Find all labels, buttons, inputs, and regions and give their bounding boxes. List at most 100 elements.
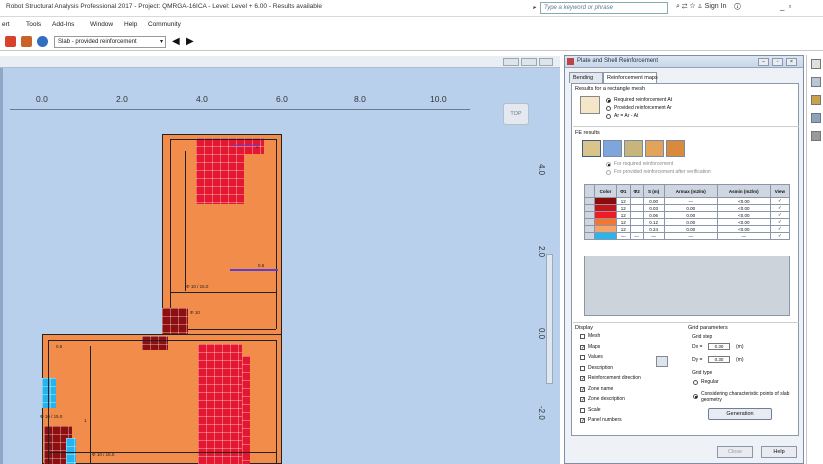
- display-checkbox[interactable]: ✓: [580, 397, 586, 403]
- grid-dx-unit: (m): [736, 344, 744, 350]
- table-row[interactable]: 12 0.00— <0.00 ✓: [584, 197, 791, 205]
- display-checkbox[interactable]: [580, 355, 585, 360]
- display-checkbox[interactable]: [580, 334, 585, 339]
- sign-in-link[interactable]: Sign In: [704, 3, 727, 10]
- color-swatch[interactable]: [595, 212, 616, 218]
- viewport-control-2[interactable]: [521, 58, 537, 66]
- view-checkbox[interactable]: ✓: [769, 204, 791, 212]
- display-option-label: Reinforcement direction: [588, 375, 641, 381]
- minimize-icon[interactable]: _: [780, 2, 789, 11]
- menu-item-help[interactable]: Help: [124, 21, 138, 28]
- view-cube[interactable]: TOP: [503, 103, 529, 125]
- display-checkbox[interactable]: ✓: [580, 376, 586, 382]
- display-checkbox[interactable]: [580, 365, 585, 371]
- radio-grid-characteristic[interactable]: [693, 394, 698, 399]
- tool-icon[interactable]: [811, 95, 821, 105]
- grid-dy-input[interactable]: 0.30: [708, 356, 730, 363]
- table-row[interactable]: 12 0.06 0.00 <0.00 ✓: [584, 211, 791, 219]
- table-row[interactable]: — — — — — ✓: [584, 232, 791, 240]
- table-row[interactable]: 12 0.24 0.00 <0.00 ✓: [584, 225, 791, 233]
- cell-diameter-1: 12: [615, 218, 631, 226]
- table-row[interactable]: 12 0.03 0.00 <0.00 ✓: [584, 204, 791, 212]
- user-icon[interactable]: ♙: [697, 3, 703, 10]
- tool-icon[interactable]: [811, 113, 821, 123]
- results-group-label: Results for a rectangle mesh: [575, 86, 646, 92]
- color-swatch[interactable]: [595, 198, 616, 204]
- menu-item-insert[interactable]: ert: [2, 21, 10, 28]
- col-diameter-2: Φ2: [629, 184, 644, 198]
- radio-difference[interactable]: [606, 114, 611, 119]
- color-swatch[interactable]: [595, 226, 616, 232]
- fe-map-button-3[interactable]: [624, 140, 643, 157]
- close-button[interactable]: Close: [717, 446, 753, 458]
- radio-fe-required[interactable]: [606, 162, 611, 167]
- reinforcement-direction-arrow: [230, 269, 278, 271]
- col-color: Color: [594, 184, 617, 198]
- ruler-x-axis: [10, 109, 470, 110]
- exchange-icon[interactable]: ⇄: [681, 3, 688, 10]
- display-settings-icon[interactable]: [656, 356, 668, 367]
- viewport-header: [0, 56, 560, 68]
- display-checkbox[interactable]: ✓: [580, 386, 586, 393]
- color-swatch[interactable]: [595, 219, 616, 225]
- view-checkbox[interactable]: ✓: [769, 211, 791, 219]
- next-arrow-icon[interactable]: ▶: [186, 36, 194, 47]
- grid-step-label: Grid step: [692, 334, 713, 340]
- display-checkbox[interactable]: ✓: [580, 344, 586, 351]
- help-button[interactable]: Help: [761, 446, 797, 458]
- radio-required-reinforcement[interactable]: [606, 98, 611, 103]
- settings-icon[interactable]: [5, 36, 16, 47]
- restore-icon[interactable]: ▫: [788, 2, 796, 11]
- search-expand-icon[interactable]: ▸: [533, 5, 537, 11]
- display-checkbox[interactable]: ✓: [580, 418, 586, 424]
- radio-grid-regular[interactable]: [693, 380, 698, 385]
- menu-item-window[interactable]: Window: [90, 21, 114, 28]
- display-checkbox[interactable]: [580, 407, 585, 413]
- color-swatch[interactable]: [595, 233, 616, 239]
- fe-map-button-5[interactable]: [666, 140, 685, 157]
- menu-item-addins[interactable]: Add-Ins: [52, 21, 75, 28]
- minimize-icon[interactable]: –: [758, 58, 769, 66]
- globe-icon[interactable]: [37, 36, 48, 47]
- maximize-icon[interactable]: ▫: [772, 58, 783, 66]
- table-row[interactable]: 12 0.12 0.00 <0.00 ✓: [584, 218, 791, 226]
- tool-icon[interactable]: [811, 59, 821, 69]
- tab-reinforcement-maps[interactable]: Reinforcement maps: [603, 72, 658, 84]
- grid-dy-label: Dy =: [692, 357, 703, 363]
- color-swatch[interactable]: [595, 205, 616, 211]
- view-checkbox[interactable]: ✓: [769, 218, 791, 226]
- radio-fe-provided[interactable]: [606, 170, 611, 175]
- grid-dx-input[interactable]: 0.30: [708, 343, 730, 350]
- generation-button[interactable]: Generation: [708, 408, 772, 420]
- reinforcement-color-table: Color Φ1 Φ2 S (m) Armax (m2/m) Asmin (m2…: [584, 184, 791, 240]
- view-checkbox[interactable]: ✓: [769, 197, 791, 205]
- fe-map-button-2[interactable]: [603, 140, 622, 157]
- reinforcement-dialog: Plate and Shell Reinforcement – ▫ × Bend…: [564, 55, 804, 464]
- row-header: [584, 204, 595, 212]
- binoculars-icon[interactable]: ⌕: [676, 3, 680, 10]
- search-input[interactable]: ▸ Type a keyword or phrase: [533, 2, 668, 14]
- option-label: Provided reinforcement Ar: [614, 105, 672, 111]
- fe-map-button-4[interactable]: [645, 140, 664, 157]
- help-icon[interactable]: ⓘ: [728, 3, 741, 10]
- star-icon[interactable]: ☆: [689, 3, 696, 10]
- vertical-scrollbar[interactable]: [546, 254, 553, 384]
- drawing-viewport[interactable]: 0.0 2.0 4.0 6.0 8.0 10.0 4.0 2.0 0.0 -2.…: [0, 56, 560, 464]
- view-checkbox[interactable]: ✓: [769, 232, 791, 240]
- fe-map-button-1[interactable]: [582, 140, 601, 157]
- viewport-control-1[interactable]: [503, 58, 519, 66]
- cell-diameter-2: [629, 218, 644, 226]
- menu-item-community[interactable]: Community: [148, 21, 181, 28]
- menu-item-tools[interactable]: Tools: [26, 21, 42, 28]
- tool-icon[interactable]: [21, 36, 32, 47]
- view-checkbox[interactable]: ✓: [769, 225, 791, 233]
- close-icon[interactable]: ×: [786, 58, 797, 66]
- tool-icon[interactable]: [811, 131, 821, 141]
- viewport-close[interactable]: [539, 58, 553, 66]
- view-select[interactable]: Slab - provided reinforcement ▾: [54, 36, 166, 48]
- tool-icon[interactable]: [811, 77, 821, 87]
- previous-arrow-icon[interactable]: ◀: [172, 36, 180, 47]
- radio-provided-reinforcement[interactable]: [606, 106, 611, 111]
- tab-bending[interactable]: Bending: [569, 72, 603, 83]
- cell-asmin: <0.00: [716, 197, 771, 205]
